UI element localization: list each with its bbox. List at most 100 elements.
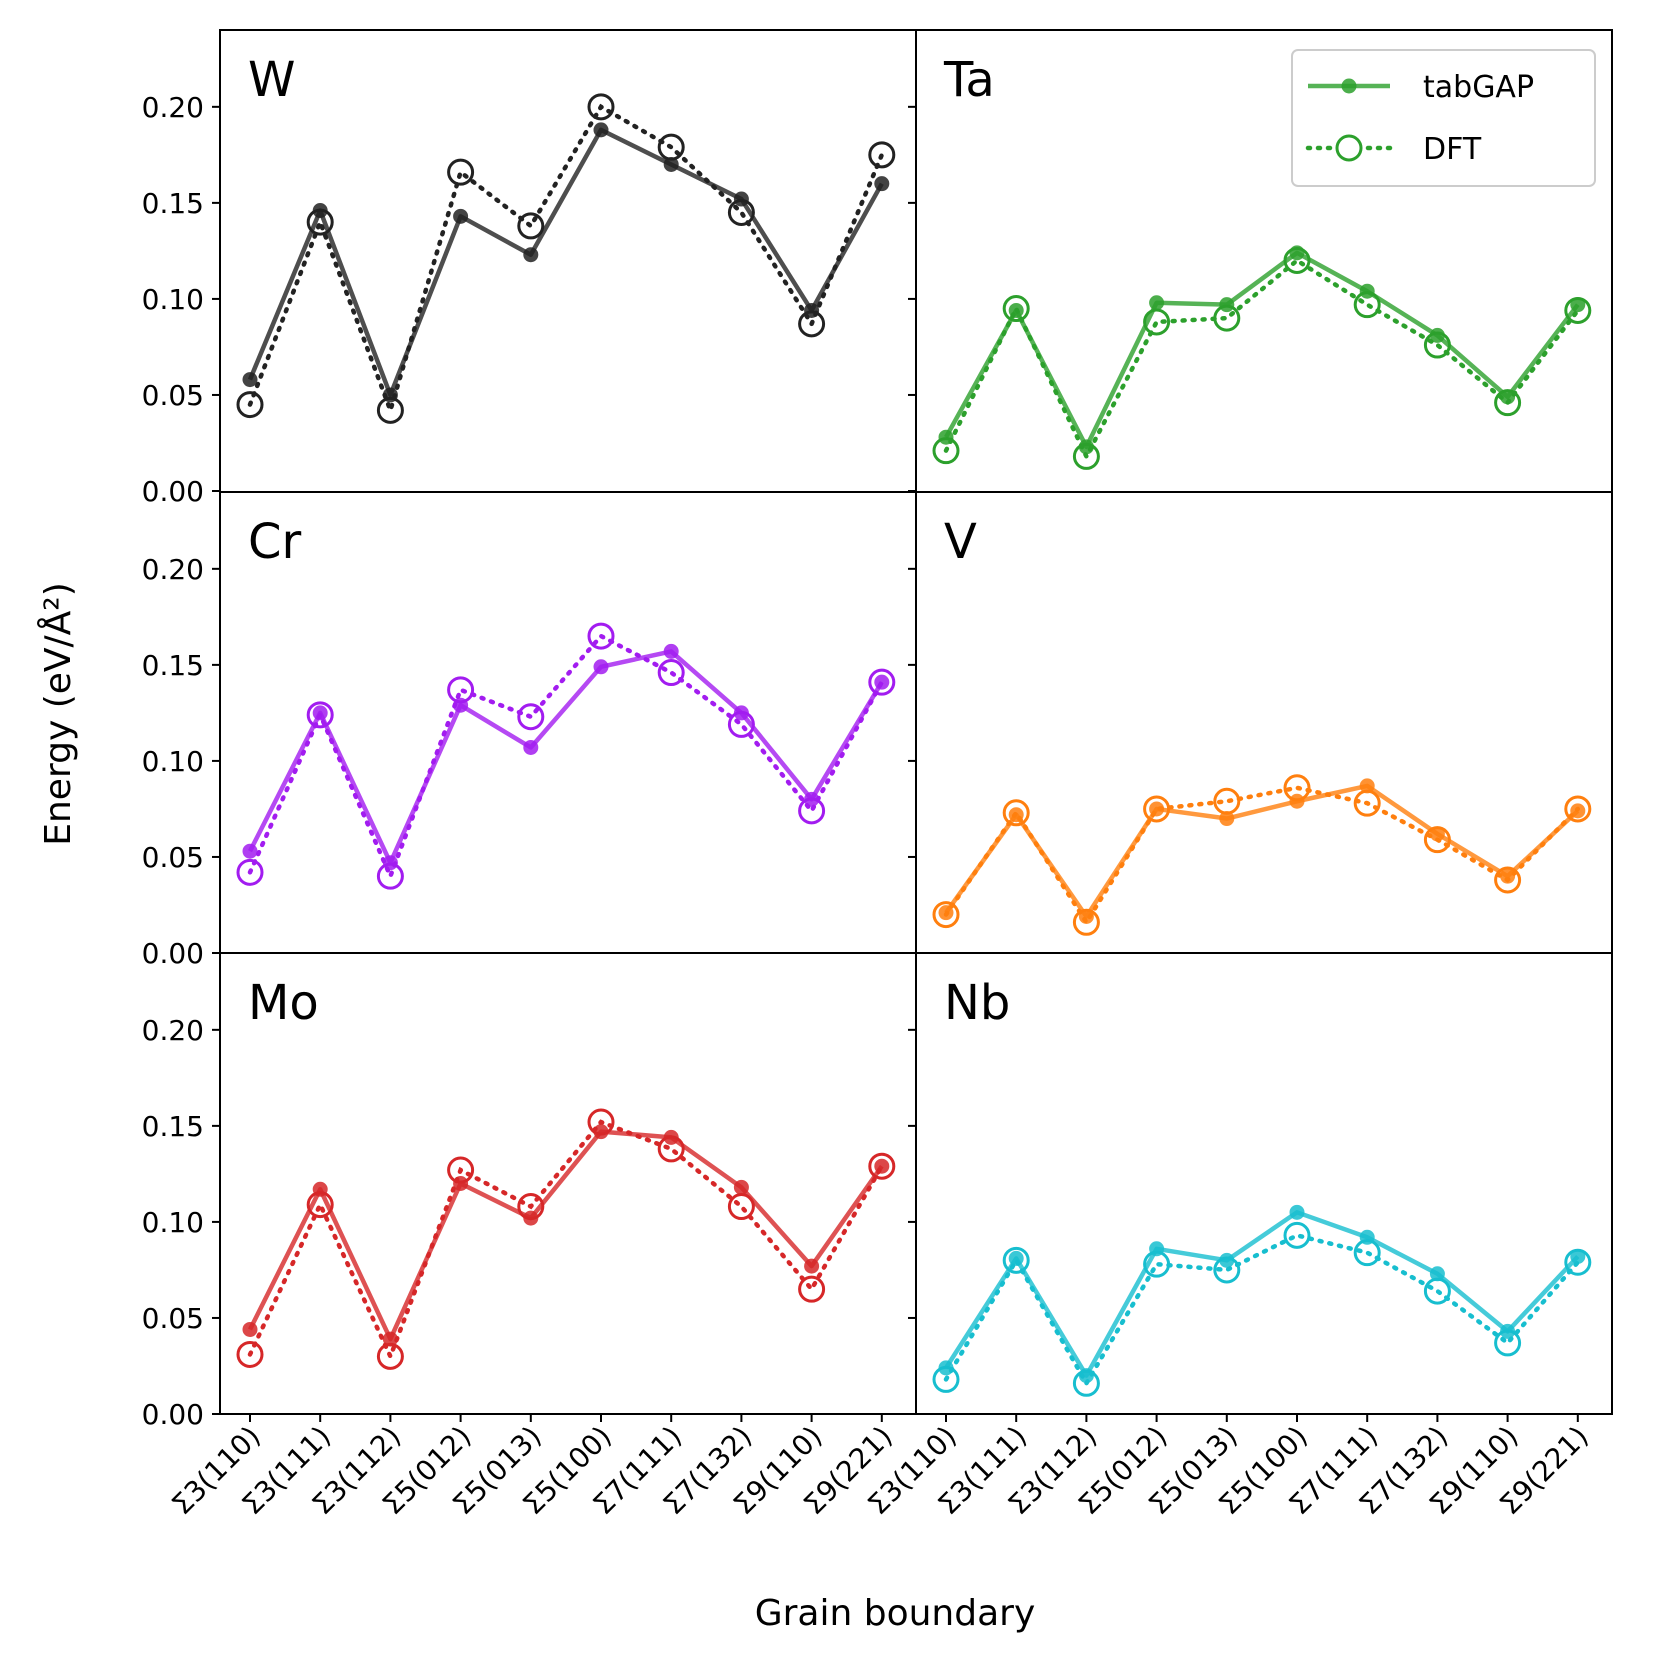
tabgap-point [1500,868,1516,884]
dft-point [1283,247,1311,274]
panel-label-nb: Nb [944,975,1010,1031]
tabgap-point [1219,811,1235,827]
y-tick-label: 0.00 [142,937,204,970]
tabgap-point [1149,801,1165,817]
tabgap-point [1429,1266,1445,1282]
dft-point [1283,1221,1311,1249]
dft-point [1353,789,1381,817]
dft-point [1353,1239,1381,1267]
dft-point [932,901,960,929]
tabgap-point [312,705,328,721]
dft-point [1213,1256,1241,1284]
dft-point [798,310,826,338]
panel-w: W [236,52,896,424]
dft-point [517,212,545,240]
dft-point [727,1193,755,1221]
dft-point [376,862,404,890]
dft-point [1213,304,1241,332]
tabgap-line-ta [944,250,1580,450]
dft-point [1072,1369,1100,1397]
legend-dft-marker [1335,134,1363,162]
y-tick-label: 0.10 [142,745,204,778]
dft-point [868,141,896,169]
dft-point [1143,308,1171,336]
tabgap-point [1570,297,1586,313]
y-tick-label: 0.10 [142,283,204,316]
dft-point [657,659,685,687]
dft-point [306,701,334,729]
dft-point [798,1275,826,1303]
tabgap-point [1429,327,1445,343]
y-tick-label: 0.05 [142,379,204,412]
panel-label-ta: Ta [943,52,995,108]
y-axis-title: Energy (eV/Å²) [36,582,79,846]
dft-point [1494,1329,1522,1357]
tabgap-line-v [944,783,1580,919]
dft-point [517,1193,545,1221]
y-tick-label: 0.00 [142,1398,204,1431]
dft-point [376,396,404,424]
tabgap-point [663,156,679,172]
tabgap-point [1429,826,1445,842]
dft-point [1072,908,1100,936]
tabgap-point [523,739,539,755]
dft-point [1564,296,1592,324]
tabgap-point [1078,909,1094,925]
tabgap-point [593,659,609,675]
dft-point [1564,795,1592,823]
dft-point [1143,795,1171,823]
dft-point [1494,389,1522,417]
dft-point [236,391,264,419]
y-tick-label: 0.20 [142,1014,204,1047]
dft-point [798,797,826,825]
dft-point [1002,295,1030,323]
legend-tabgap-marker [1341,78,1357,94]
tabgap-point [663,643,679,659]
dft-line-mo [247,1119,885,1363]
panel-nb: Nb [932,975,1592,1397]
tabgap-point [1570,1248,1586,1264]
dft-point [868,1152,896,1180]
y-tick-label: 0.15 [142,187,204,220]
tabgap-point [874,176,890,192]
dft-line-nb [943,1232,1581,1388]
tabgap-point [1570,803,1586,819]
tabgap-point [1149,295,1165,311]
dft-point [657,1135,685,1163]
x-axis-title: Grain boundary [755,1593,1036,1634]
y-tick-label: 0.15 [142,649,204,682]
legend-tabgap-label: tabGAP [1423,70,1534,105]
dft-point [932,1365,960,1393]
panel-ta: Ta [932,52,1592,470]
panel-cr: Cr [236,514,896,890]
dft-point [517,703,545,731]
y-tick-label: 0.00 [142,475,204,508]
tabgap-point [1289,1204,1305,1220]
panel-label-mo: Mo [248,975,319,1031]
tabgap-line-w [247,127,884,398]
panel-mo: Mo [236,975,896,1370]
tabgap-point [453,208,469,224]
dft-line-w [247,103,885,418]
y-tick-label: 0.15 [142,1110,204,1143]
tabgap-line-cr [247,649,884,865]
tabgap-point [242,1321,258,1337]
dft-point [727,710,755,738]
tabgap-point [242,372,258,388]
dft-point [447,158,475,186]
dft-point [376,1342,404,1370]
tabgap-point [1008,302,1024,318]
y-tick-label: 0.05 [142,1302,204,1335]
dft-point [727,198,755,226]
dft-point [1143,1250,1171,1278]
panel-label-w: W [248,52,295,108]
panel-label-v: V [944,514,977,570]
tabgap-point [1219,1252,1235,1268]
dft-line-cr [247,633,885,883]
dft-point [1353,291,1381,319]
tabgap-point [874,674,890,690]
dft-point [306,208,334,236]
dft-point [447,676,475,704]
